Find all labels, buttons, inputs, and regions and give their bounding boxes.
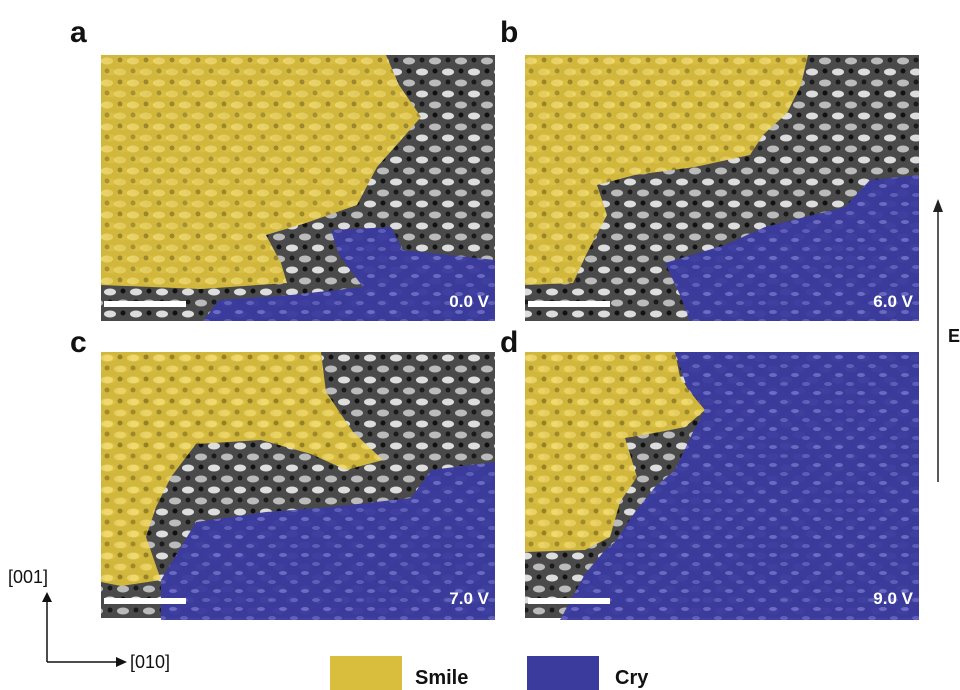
scale-bar	[528, 301, 610, 307]
arrowhead	[933, 199, 943, 212]
legend-label: Smile	[415, 667, 468, 689]
field-label: E	[948, 326, 960, 346]
axis-label: [001]	[8, 567, 48, 587]
voltage-label: 9.0 V	[873, 589, 913, 608]
legend-label: Cry	[615, 667, 649, 689]
legend-swatch	[527, 656, 599, 690]
scale-bar	[104, 598, 186, 604]
panel-label: b	[500, 16, 518, 49]
panel-label: c	[70, 326, 87, 359]
arrowhead	[116, 657, 127, 667]
axis-label: [010]	[130, 652, 170, 672]
scale-bar	[528, 598, 610, 604]
arrowhead	[42, 592, 52, 602]
panel-label: d	[500, 326, 518, 359]
voltage-label: 0.0 V	[449, 292, 489, 311]
legend-swatch	[330, 656, 402, 690]
panel-label: a	[70, 16, 87, 49]
scale-bar	[104, 301, 186, 307]
voltage-label: 6.0 V	[873, 292, 913, 311]
figure: E [001] [010] a 0.0 V b 6.0 V c 7.0 V d 9.0 V Sm…	[0, 0, 960, 690]
voltage-label: 7.0 V	[449, 589, 489, 608]
